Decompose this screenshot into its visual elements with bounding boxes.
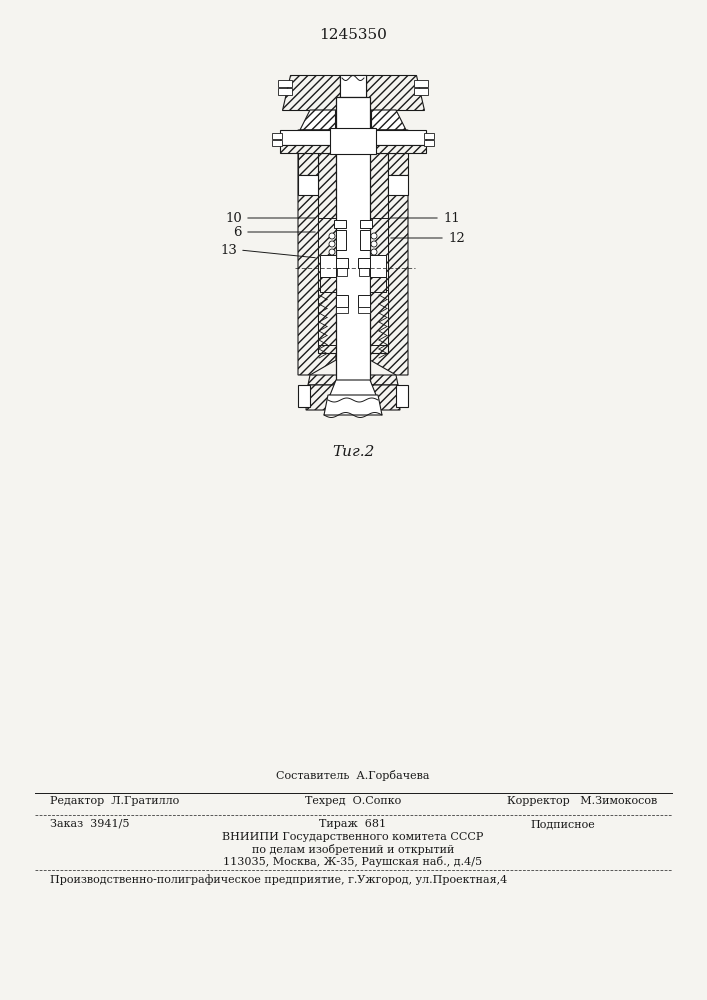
Text: по делам изобретений и открытий: по делам изобретений и открытий (252, 844, 454, 855)
Bar (318, 290, 336, 345)
Bar (318, 218, 336, 290)
Bar (280, 130, 336, 145)
Circle shape (371, 241, 377, 247)
Polygon shape (388, 175, 408, 195)
Text: 12: 12 (448, 232, 464, 244)
Bar (336, 97, 370, 395)
Bar (370, 145, 426, 153)
Polygon shape (298, 153, 318, 175)
Bar (340, 75, 366, 110)
Bar (337, 268, 347, 276)
Bar (358, 295, 370, 307)
Polygon shape (306, 385, 400, 410)
Polygon shape (388, 153, 408, 175)
Text: Заказ  3941/5: Заказ 3941/5 (50, 819, 129, 829)
Bar (318, 153, 344, 353)
Polygon shape (324, 395, 382, 415)
Text: Техред  О.Сопко: Техред О.Сопко (305, 796, 401, 806)
Bar (335, 110, 371, 130)
Polygon shape (370, 130, 408, 375)
Bar (278, 88, 292, 95)
Bar (336, 295, 348, 307)
Bar (362, 153, 388, 353)
Text: ВНИИПИ Государственного комитета СССР: ВНИИПИ Государственного комитета СССР (222, 832, 484, 842)
Bar (278, 80, 292, 87)
Polygon shape (298, 175, 318, 195)
Bar (359, 268, 369, 276)
Bar (334, 220, 346, 228)
Bar (298, 385, 310, 407)
Text: Корректор   М.Зимокосов: Корректор М.Зимокосов (507, 796, 657, 806)
Polygon shape (308, 375, 398, 385)
Circle shape (371, 249, 377, 255)
Bar (414, 88, 428, 95)
Bar (358, 307, 370, 313)
Bar (320, 255, 336, 277)
Text: Тираж  681: Тираж 681 (320, 819, 387, 829)
Text: Τиг.2: Τиг.2 (332, 445, 374, 459)
Bar (336, 230, 346, 250)
Bar (370, 277, 386, 292)
Bar (370, 290, 388, 345)
Bar (370, 255, 386, 277)
Bar (336, 307, 348, 313)
Bar (280, 145, 336, 153)
Text: 113035, Москва, Ж-35, Раушская наб., д.4/5: 113035, Москва, Ж-35, Раушская наб., д.4… (223, 856, 483, 867)
Bar (340, 75, 366, 97)
Bar (414, 80, 428, 87)
Bar (424, 133, 434, 139)
Text: Производственно-полиграфическое предприятие, г.Ужгород, ул.Проектная,4: Производственно-полиграфическое предприя… (50, 874, 507, 885)
Polygon shape (328, 380, 378, 400)
Bar (360, 220, 372, 228)
Bar (330, 128, 376, 154)
Bar (320, 277, 336, 292)
Text: 10: 10 (226, 212, 242, 225)
Text: 1245350: 1245350 (319, 28, 387, 42)
Polygon shape (282, 75, 340, 110)
Polygon shape (298, 130, 336, 375)
Text: Составитель  А.Горбачева: Составитель А.Горбачева (276, 770, 430, 781)
Circle shape (371, 233, 377, 239)
Text: 6: 6 (233, 226, 242, 238)
Bar (396, 385, 408, 407)
Circle shape (329, 241, 335, 247)
Circle shape (329, 233, 335, 239)
Bar (360, 230, 370, 250)
Text: Подписное: Подписное (530, 819, 595, 829)
Bar (272, 133, 282, 139)
Text: 11: 11 (443, 212, 460, 225)
Bar (336, 258, 348, 268)
Text: 13: 13 (220, 243, 237, 256)
Circle shape (329, 249, 335, 255)
Bar (358, 258, 370, 268)
Polygon shape (300, 110, 406, 130)
Bar (272, 140, 282, 146)
Bar (370, 130, 426, 145)
Bar (424, 140, 434, 146)
Text: Редактор  Л.Гратилло: Редактор Л.Гратилло (50, 796, 180, 806)
Bar (370, 218, 388, 290)
Polygon shape (366, 75, 424, 110)
